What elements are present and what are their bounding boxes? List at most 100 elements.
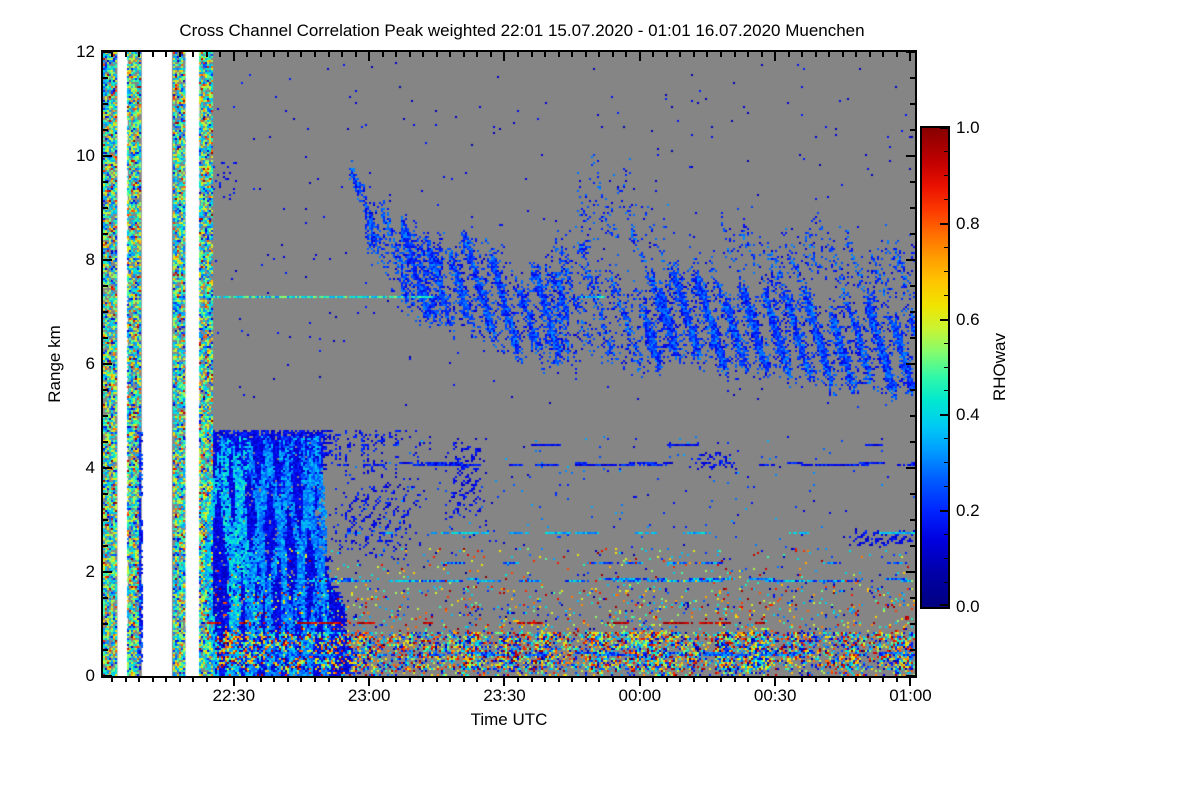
x-tick-mark [124, 678, 127, 682]
x-tick-mark [138, 678, 141, 682]
x-tick-mark [489, 52, 492, 57]
x-tick-mark [652, 52, 655, 57]
x-tick-mark [151, 52, 154, 57]
x-tick-mark [652, 678, 655, 682]
colorbar-tick-mark [944, 462, 948, 464]
x-tick-mark [273, 678, 276, 682]
y-tick-mark [103, 415, 108, 417]
x-tick-mark [435, 52, 438, 57]
x-tick-mark [692, 52, 695, 57]
x-tick-mark [706, 678, 709, 682]
y-tick-mark [103, 493, 108, 495]
y-tick-label: 0 [85, 666, 95, 685]
y-tick-mark [103, 649, 108, 651]
x-tick-mark [760, 678, 763, 682]
x-tick-mark [544, 678, 547, 682]
y-tick-mark [906, 363, 915, 365]
x-tick-mark [259, 52, 262, 57]
x-tick-mark [151, 678, 154, 682]
x-tick-mark [557, 678, 560, 682]
x-tick-mark [314, 52, 317, 57]
colorbar-tick-mark [940, 414, 948, 417]
y-tick-mark [910, 129, 915, 131]
colorbar-tick-mark [944, 150, 948, 152]
x-tick-mark [368, 52, 371, 61]
x-tick-mark [909, 678, 912, 686]
x-tick-mark [462, 52, 465, 57]
plot-frame [101, 50, 917, 678]
x-tick-mark [354, 678, 357, 682]
x-tick-mark [341, 678, 344, 682]
x-tick-mark [814, 678, 817, 682]
x-tick-mark [395, 52, 398, 57]
colorbar-tick-label: 0.2 [956, 501, 980, 521]
x-tick-mark [327, 678, 330, 682]
x-tick-mark [733, 52, 736, 57]
x-tick-mark [111, 678, 114, 682]
x-tick-mark [165, 678, 168, 682]
x-tick-mark [665, 52, 668, 57]
colorbar-tick-label: 1.0 [956, 118, 980, 137]
colorbar-tick-mark [944, 174, 948, 176]
x-tick-mark [665, 678, 668, 682]
y-tick-mark [910, 77, 915, 79]
x-tick-mark [909, 52, 912, 61]
y-tick-mark [910, 207, 915, 209]
x-tick-mark [503, 52, 506, 61]
x-tick-mark [368, 678, 371, 686]
colorbar-tick-mark [944, 534, 948, 536]
x-tick-mark [841, 52, 844, 57]
x-tick-mark [855, 52, 858, 57]
x-tick-mark [408, 678, 411, 682]
y-tick-label: 4 [85, 458, 95, 477]
x-tick-mark [787, 52, 790, 57]
x-tick-mark [517, 678, 520, 682]
y-tick-mark [906, 571, 915, 573]
y-tick-mark [103, 51, 112, 53]
x-tick-mark [489, 678, 492, 682]
x-tick-mark [286, 52, 289, 57]
x-tick-mark [557, 52, 560, 57]
x-tick-mark [611, 52, 614, 57]
x-tick-mark [733, 678, 736, 682]
x-tick-mark [327, 52, 330, 57]
x-tick-mark [611, 678, 614, 682]
colorbar-tick-mark [940, 318, 948, 321]
y-tick-label: 6 [85, 354, 95, 373]
y-tick-mark [103, 311, 108, 313]
x-tick-mark [219, 52, 222, 57]
x-tick-mark [855, 678, 858, 682]
y-tick-mark [906, 675, 915, 677]
colorbar-tick-mark [944, 294, 948, 296]
y-tick-mark [103, 519, 108, 521]
x-tick-label: 23:00 [347, 686, 391, 705]
x-tick-mark [679, 52, 682, 57]
y-tick-mark [103, 285, 108, 287]
y-tick-mark [103, 363, 112, 365]
y-tick-mark [103, 597, 108, 599]
y-tick-mark [103, 129, 108, 131]
colorbar-tick-mark [944, 438, 948, 440]
y-tick-mark [910, 493, 915, 495]
x-tick-mark [111, 52, 114, 57]
x-tick-mark [895, 52, 898, 57]
x-tick-mark [787, 678, 790, 682]
x-tick-mark [138, 52, 141, 57]
y-tick-mark [910, 285, 915, 287]
x-tick-mark [638, 678, 641, 686]
y-tick-mark [910, 337, 915, 339]
colorbar-tick-mark [944, 558, 948, 560]
x-tick-mark [774, 678, 777, 686]
x-tick-mark [286, 678, 289, 682]
y-tick-mark [910, 623, 915, 625]
x-tick-mark [706, 52, 709, 57]
x-tick-mark [544, 52, 547, 57]
x-tick-mark [638, 52, 641, 61]
y-tick-mark [103, 207, 108, 209]
x-tick-mark [395, 678, 398, 682]
x-tick-label: 00:00 [618, 686, 662, 705]
x-tick-mark [449, 678, 452, 682]
colorbar-tick-mark [944, 198, 948, 200]
x-tick-mark [124, 52, 127, 57]
